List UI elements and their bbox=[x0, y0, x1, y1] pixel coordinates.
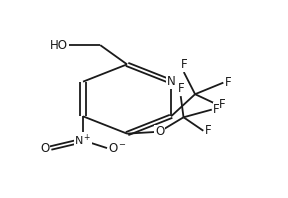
Text: O: O bbox=[155, 125, 164, 138]
Text: F: F bbox=[177, 82, 184, 95]
Text: F: F bbox=[213, 103, 220, 116]
Text: F: F bbox=[225, 76, 231, 89]
Text: HO: HO bbox=[50, 39, 68, 52]
Text: N: N bbox=[167, 75, 175, 88]
Text: F: F bbox=[205, 124, 211, 137]
Text: O: O bbox=[40, 142, 49, 155]
Text: O$^-$: O$^-$ bbox=[109, 142, 128, 155]
Text: N$^+$: N$^+$ bbox=[74, 133, 92, 148]
Text: F: F bbox=[181, 58, 187, 71]
Text: F: F bbox=[219, 98, 226, 111]
